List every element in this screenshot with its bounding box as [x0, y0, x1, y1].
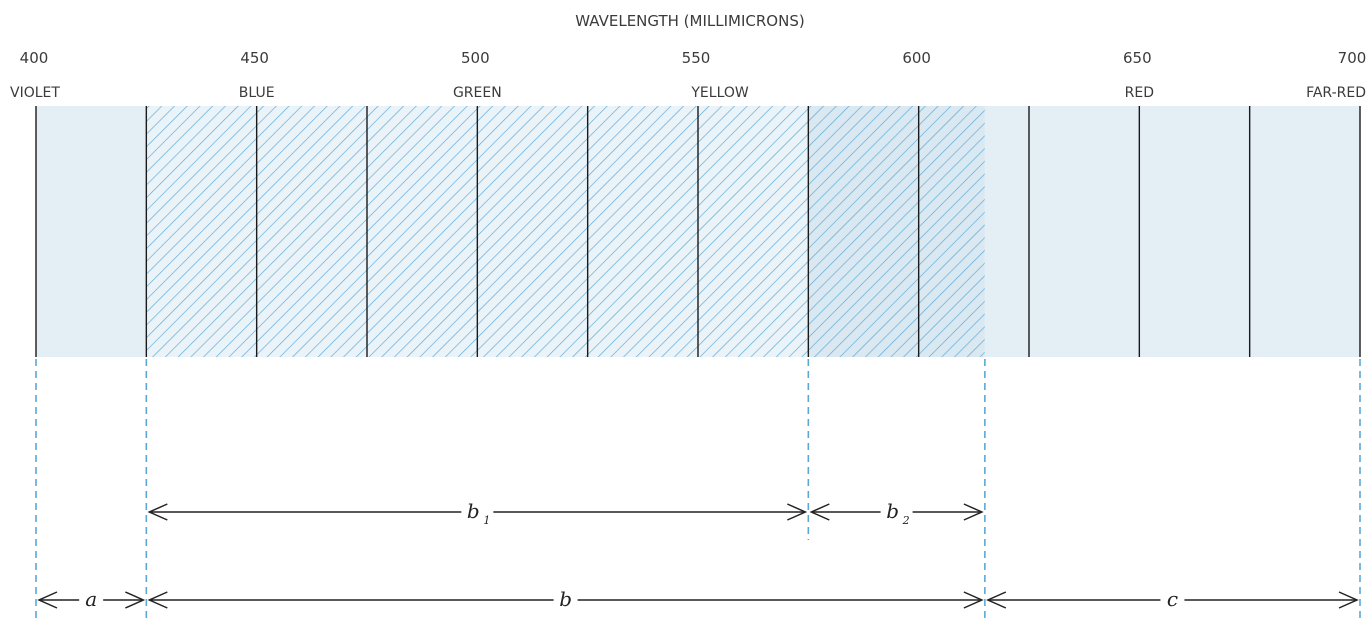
- color-name-red: RED: [1125, 85, 1154, 101]
- segment-label-a: a: [85, 587, 97, 611]
- arrowhead: [147, 591, 168, 609]
- tick-label: 500: [461, 49, 490, 67]
- arrowhead: [963, 591, 984, 609]
- tick-labels: 400 450 500 550 600 650 700: [20, 49, 1367, 67]
- color-names: VIOLET BLUE GREEN YELLOW RED FAR-RED: [10, 85, 1366, 101]
- arrowhead: [787, 503, 808, 521]
- segment-subscript: 1: [483, 514, 490, 527]
- color-name-green: GREEN: [453, 85, 502, 101]
- tick-label: 450: [240, 49, 269, 67]
- axis-title: WAVELENGTH (MILLIMICRONS): [575, 12, 804, 30]
- color-name-violet: VIOLET: [10, 85, 60, 101]
- arrowhead: [963, 503, 984, 521]
- band-plain: [36, 106, 147, 357]
- boundary-guides: [35, 359, 1361, 621]
- color-name-far-red: FAR-RED: [1306, 85, 1366, 101]
- wavelength-gridlines: [35, 106, 1361, 357]
- arrowhead: [1338, 591, 1359, 609]
- segment-label-b1: b: [467, 499, 480, 523]
- color-name-blue: BLUE: [239, 85, 275, 101]
- segment-label-b2: b: [886, 499, 899, 523]
- arrowhead: [125, 591, 146, 609]
- segment-subscript: 2: [902, 514, 910, 527]
- arrowhead: [147, 503, 168, 521]
- color-name-yellow: YELLOW: [690, 85, 749, 101]
- band-hatched-shaded: [808, 106, 985, 357]
- band-plain: [984, 106, 1360, 357]
- tick-label: 700: [1338, 49, 1367, 67]
- arrowhead: [986, 591, 1007, 609]
- segment-arrows: ab 1 b 2b c: [37, 499, 1359, 611]
- arrowhead: [809, 503, 830, 521]
- tick-label: 550: [682, 49, 711, 67]
- tick-label: 650: [1123, 49, 1152, 67]
- arrowhead: [37, 591, 58, 609]
- tick-label: 600: [902, 49, 931, 67]
- segment-label-b: b: [559, 587, 572, 611]
- tick-label: 400: [20, 49, 49, 67]
- segment-label-c: c: [1167, 587, 1178, 611]
